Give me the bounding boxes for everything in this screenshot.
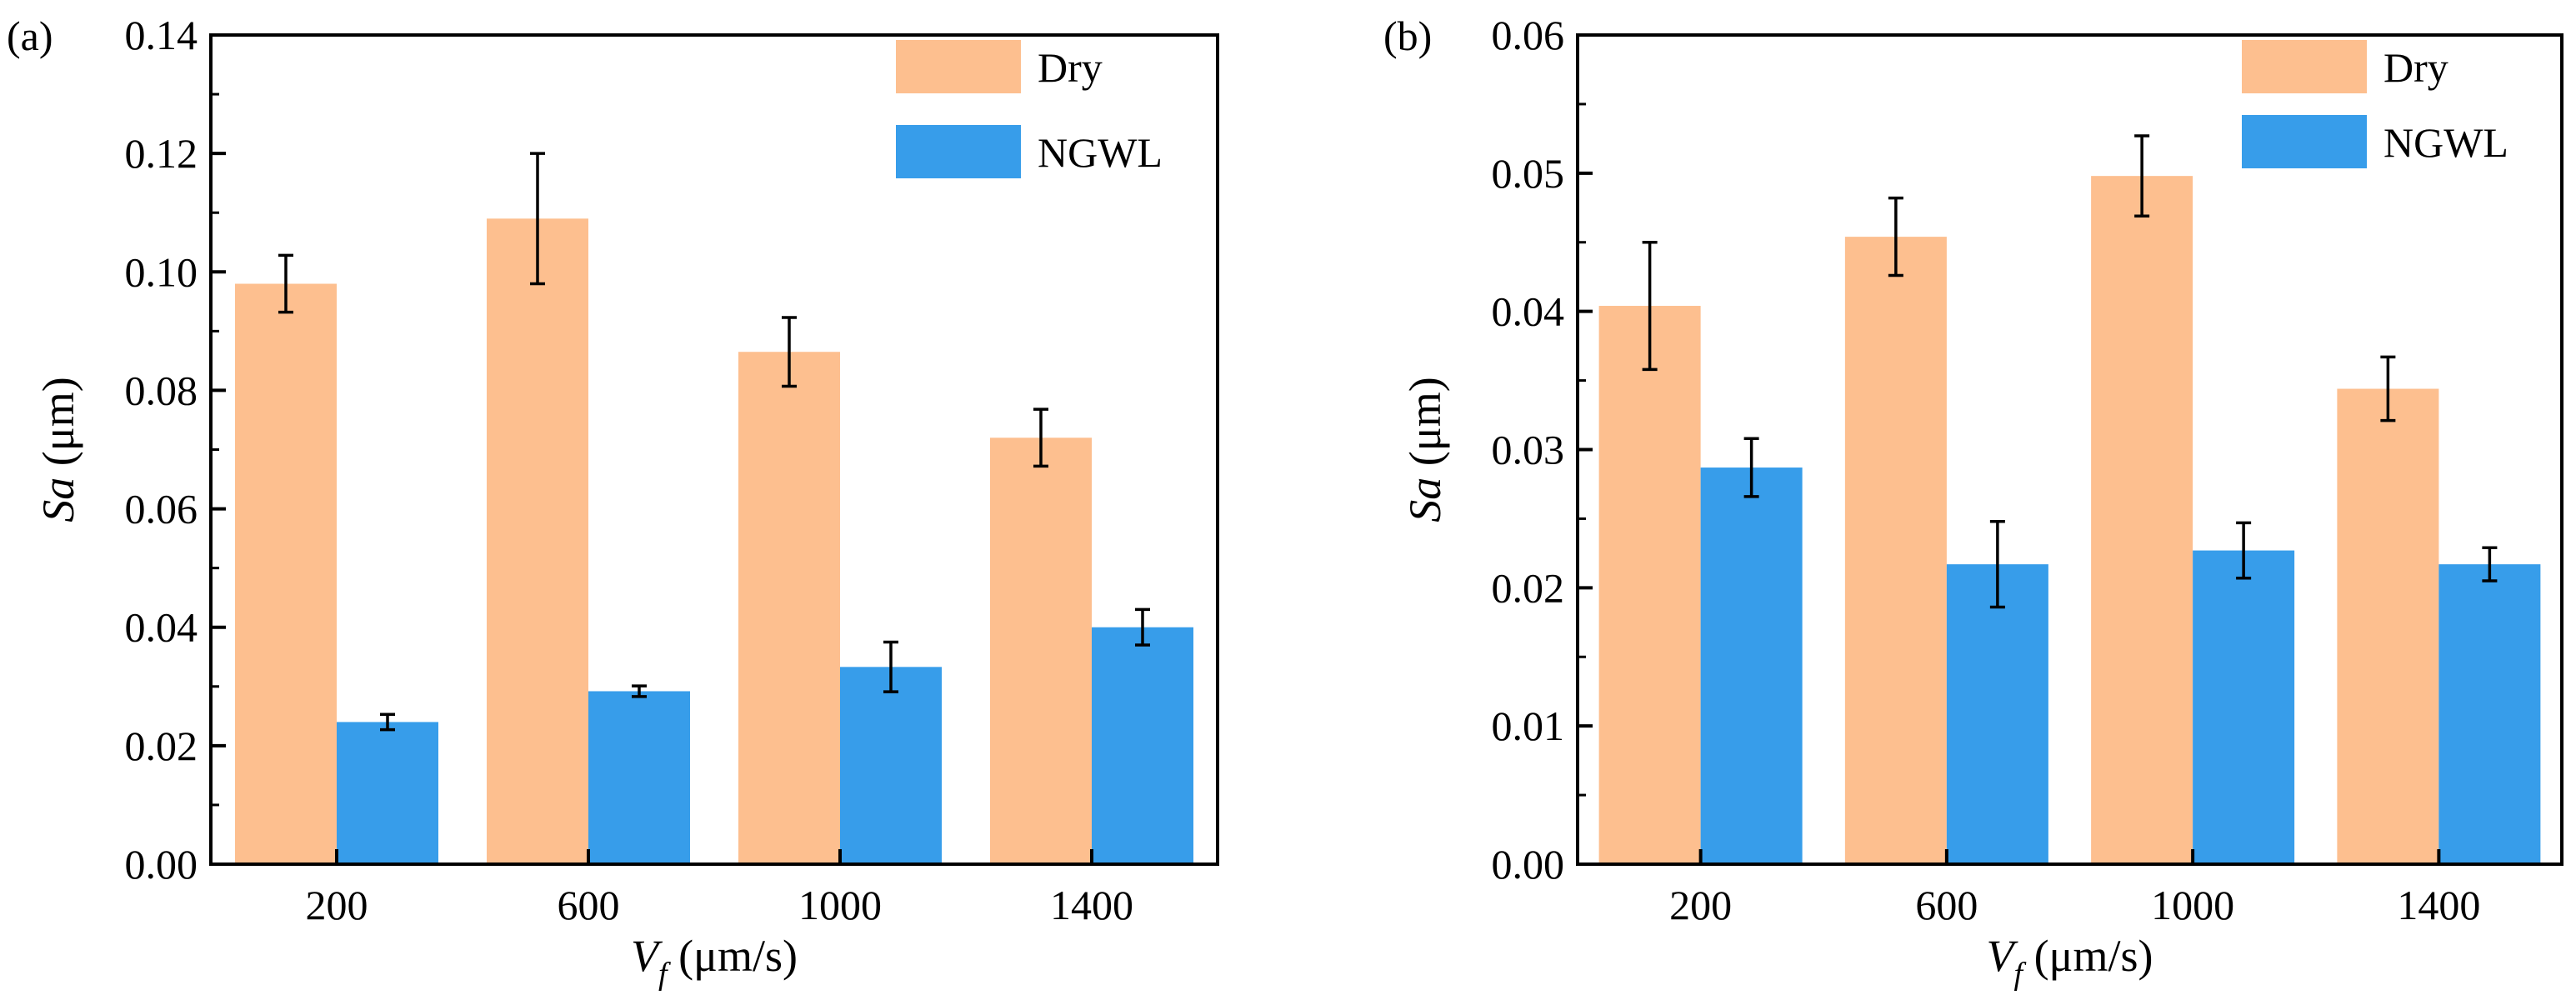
error-bar-dry-1000 xyxy=(2134,134,2150,218)
bar-ngwl-1400 xyxy=(2438,564,2541,864)
y-tick-label: 0.04 xyxy=(1492,288,1565,335)
x-tick-label: 200 xyxy=(306,882,368,928)
error-bar-ngwl-1000 xyxy=(2236,521,2252,580)
legend-label-dry: Dry xyxy=(2383,44,2448,91)
legend: Dry NGWL xyxy=(2242,40,2508,168)
panel-label: (b) xyxy=(1383,12,1432,59)
bar-dry-1400 xyxy=(2337,388,2439,864)
x-axis-label-italic: V xyxy=(631,931,663,981)
y-axis-label: Sa (μm) xyxy=(1400,377,1450,522)
panel-label: (a) xyxy=(7,12,53,59)
error-bar-ngwl-1000 xyxy=(883,640,898,693)
legend-swatch-ngwl xyxy=(896,125,1021,178)
bar-dry-600 xyxy=(1844,237,1947,864)
bar-dry-200 xyxy=(1598,306,1701,864)
chart-panel-a: (a) 0.00 0.02 0.04 0.06 0.08 0.10 0.12 0.14 200 60… xyxy=(7,12,1219,992)
y-tick-label: 0.06 xyxy=(1492,12,1565,58)
bar-ngwl-1400 xyxy=(1092,627,1193,864)
error-bar-ngwl-200 xyxy=(1743,437,1759,498)
y-tick-label: 0.14 xyxy=(125,12,198,58)
bar-ngwl-200 xyxy=(1700,468,1803,864)
error-bar-dry-600 xyxy=(1888,196,1903,278)
error-bar-ngwl-200 xyxy=(380,712,395,732)
bar-dry-1000 xyxy=(738,352,840,864)
x-tick-label: 600 xyxy=(558,882,620,928)
x-axis-label: Vf (μm/s) xyxy=(631,931,798,992)
bar-ngwl-1000 xyxy=(2193,550,2295,864)
x-tick-label: 1000 xyxy=(2151,882,2234,928)
x-axis-label-unit: (μm/s) xyxy=(668,931,798,981)
legend-swatch-ngwl xyxy=(2242,115,2367,168)
bar-ngwl-600 xyxy=(1946,564,2048,864)
bar-dry-200 xyxy=(235,283,337,864)
y-tick-label: 0.04 xyxy=(125,604,198,651)
error-bar-ngwl-600 xyxy=(632,684,647,698)
chart-panel-b: (b) 0.00 0.01 0.02 0.03 0.04 0.05 0.06 200 600 100… xyxy=(1383,12,2563,992)
x-tick-label: 1000 xyxy=(798,882,882,928)
x-tick-label: 600 xyxy=(1915,882,1978,928)
y-tick-label: 0.06 xyxy=(125,486,198,532)
y-tick-label: 0.12 xyxy=(125,130,198,177)
y-axis-label-unit: (μm) xyxy=(33,377,83,477)
error-bar-ngwl-1400 xyxy=(2482,546,2498,582)
x-tick-label: 200 xyxy=(1669,882,1732,928)
legend-label-ngwl: NGWL xyxy=(2383,119,2508,166)
legend: Dry NGWL xyxy=(896,40,1163,178)
bar-ngwl-600 xyxy=(588,691,690,864)
error-bar-dry-200 xyxy=(1642,241,1658,372)
bar-ngwl-1000 xyxy=(840,667,942,864)
bar-ngwl-200 xyxy=(337,722,438,864)
y-tick-label: 0.00 xyxy=(1492,841,1565,888)
y-tick-label: 0.01 xyxy=(1492,702,1565,749)
x-axis-label-italic: V xyxy=(1987,931,2019,981)
y-tick-label: 0.02 xyxy=(1492,564,1565,611)
legend-swatch-dry xyxy=(896,40,1021,93)
error-bar-dry-1000 xyxy=(782,316,797,388)
y-tick-label: 0.08 xyxy=(125,367,198,413)
y-axis-label-italic: Sa xyxy=(1400,478,1450,522)
error-bar-ngwl-600 xyxy=(1989,519,2005,609)
bar-dry-600 xyxy=(487,218,588,865)
y-tick-label: 0.05 xyxy=(1492,150,1565,197)
error-bar-ngwl-1400 xyxy=(1135,608,1150,647)
x-axis-label: Vf (μm/s) xyxy=(1987,931,2153,992)
legend-label-ngwl: NGWL xyxy=(1038,129,1163,176)
y-tick-label: 0.00 xyxy=(125,841,198,888)
error-bar-dry-1400 xyxy=(2380,355,2396,422)
error-bar-dry-600 xyxy=(530,152,545,286)
legend-label-dry: Dry xyxy=(1038,44,1103,91)
x-axis-label-unit: (μm/s) xyxy=(2023,931,2153,981)
y-axis-label-unit: (μm) xyxy=(1400,377,1450,477)
legend-swatch-dry xyxy=(2242,40,2367,93)
x-tick-label: 1400 xyxy=(1050,882,1133,928)
y-tick-label: 0.10 xyxy=(125,248,198,295)
y-axis-label: Sa (μm) xyxy=(33,377,83,522)
y-axis-label-italic: Sa xyxy=(33,478,83,522)
x-tick-label: 1400 xyxy=(2397,882,2480,928)
y-tick-label: 0.02 xyxy=(125,722,198,769)
y-tick-label: 0.03 xyxy=(1492,427,1565,473)
error-bar-dry-1400 xyxy=(1033,408,1048,468)
error-bar-dry-200 xyxy=(278,253,293,314)
bar-dry-1400 xyxy=(990,438,1092,864)
bar-dry-1000 xyxy=(2091,176,2193,864)
